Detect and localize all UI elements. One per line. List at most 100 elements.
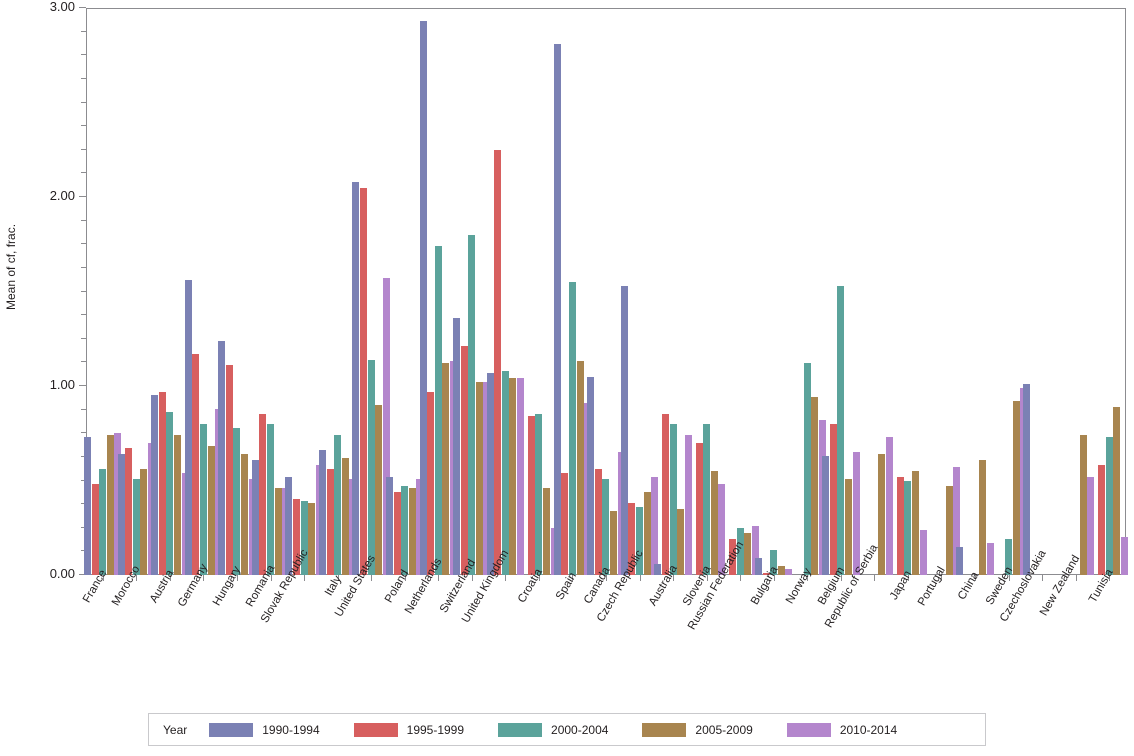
bar[interactable] <box>1079 435 1087 575</box>
bar[interactable] <box>636 506 644 575</box>
bar[interactable] <box>106 435 114 575</box>
bar[interactable] <box>408 488 416 575</box>
bar[interactable] <box>803 363 811 575</box>
bar[interactable] <box>527 416 535 575</box>
bar[interactable] <box>382 278 390 575</box>
bar[interactable] <box>912 471 920 575</box>
bar[interactable] <box>543 488 550 575</box>
bar[interactable] <box>267 423 274 575</box>
bar[interactable] <box>84 437 92 575</box>
bar[interactable] <box>192 353 200 575</box>
bar[interactable] <box>979 459 987 575</box>
bar[interactable] <box>334 435 342 575</box>
bar[interactable] <box>352 181 360 575</box>
bar[interactable] <box>878 454 886 575</box>
bar[interactable] <box>886 437 894 575</box>
bar[interactable] <box>326 469 334 575</box>
bar[interactable] <box>852 452 860 575</box>
bar[interactable] <box>669 423 677 575</box>
bar[interactable] <box>442 363 450 575</box>
bar[interactable] <box>173 435 181 575</box>
bar[interactable] <box>587 376 595 575</box>
bar[interactable] <box>755 558 763 575</box>
legend-item[interactable]: 2010-2014 <box>786 722 897 737</box>
bar[interactable] <box>308 503 316 575</box>
bar[interactable] <box>1113 406 1121 575</box>
bar[interactable] <box>184 280 192 575</box>
bar[interactable] <box>460 346 468 575</box>
bar[interactable] <box>628 503 636 575</box>
bar[interactable] <box>393 491 401 575</box>
bar[interactable] <box>661 414 669 575</box>
bar[interactable] <box>468 234 476 575</box>
bar[interactable] <box>341 457 349 575</box>
bar[interactable] <box>375 404 383 575</box>
bar[interactable] <box>576 361 584 575</box>
bar[interactable] <box>99 469 107 575</box>
bar[interactable] <box>386 476 393 575</box>
bar[interactable] <box>896 476 904 575</box>
bar[interactable] <box>300 501 308 575</box>
bar[interactable] <box>1120 537 1128 575</box>
bar[interactable] <box>651 476 659 575</box>
bar[interactable] <box>837 285 845 575</box>
legend-item[interactable]: 1990-1994 <box>209 722 320 737</box>
bar[interactable] <box>517 378 525 575</box>
bar[interactable] <box>207 446 215 575</box>
bar[interactable] <box>117 454 125 575</box>
bar[interactable] <box>367 359 375 575</box>
bar[interactable] <box>684 435 692 575</box>
bar[interactable] <box>158 391 166 575</box>
bar[interactable] <box>919 529 927 575</box>
bar[interactable] <box>986 542 994 575</box>
bar[interactable] <box>434 246 442 575</box>
bar[interactable] <box>718 484 726 575</box>
bar[interactable] <box>151 395 159 575</box>
bar[interactable] <box>561 472 569 575</box>
bar[interactable] <box>140 469 148 575</box>
bar[interactable] <box>553 43 561 575</box>
bar[interactable] <box>274 488 282 575</box>
bar[interactable] <box>602 478 610 575</box>
bar[interactable] <box>568 282 576 575</box>
bar[interactable] <box>233 427 241 575</box>
bar[interactable] <box>475 382 483 575</box>
bar[interactable] <box>501 370 509 575</box>
bar[interactable] <box>703 423 711 575</box>
bar[interactable] <box>453 317 461 575</box>
bar[interactable] <box>654 563 662 575</box>
bar[interactable] <box>292 499 300 575</box>
bar[interactable] <box>419 21 427 575</box>
bar[interactable] <box>762 573 770 575</box>
bar[interactable] <box>241 454 249 575</box>
bar[interactable] <box>822 455 830 575</box>
bar[interactable] <box>770 550 778 575</box>
bar[interactable] <box>427 391 435 575</box>
bar[interactable] <box>1012 401 1020 575</box>
bar[interactable] <box>251 459 259 575</box>
bar[interactable] <box>904 480 912 575</box>
bar[interactable] <box>811 397 819 575</box>
bar[interactable] <box>318 450 326 575</box>
legend-item[interactable]: 2000-2004 <box>498 722 608 737</box>
bar[interactable] <box>486 372 494 575</box>
bar[interactable] <box>956 546 964 575</box>
bar[interactable] <box>1105 437 1113 575</box>
bar[interactable] <box>729 539 737 575</box>
bar[interactable] <box>91 484 99 575</box>
bar[interactable] <box>844 478 852 575</box>
bar[interactable] <box>620 285 628 575</box>
bar[interactable] <box>751 525 759 575</box>
bar[interactable] <box>744 533 752 575</box>
bar[interactable] <box>259 414 267 575</box>
bar[interactable] <box>953 467 961 575</box>
bar[interactable] <box>945 486 953 575</box>
bar[interactable] <box>285 476 293 575</box>
bar[interactable] <box>1098 465 1106 575</box>
bar[interactable] <box>829 423 837 575</box>
bar[interactable] <box>360 187 368 575</box>
bar[interactable] <box>710 471 718 575</box>
bar[interactable] <box>643 491 651 575</box>
bar[interactable] <box>736 527 744 575</box>
bar[interactable] <box>132 478 140 575</box>
